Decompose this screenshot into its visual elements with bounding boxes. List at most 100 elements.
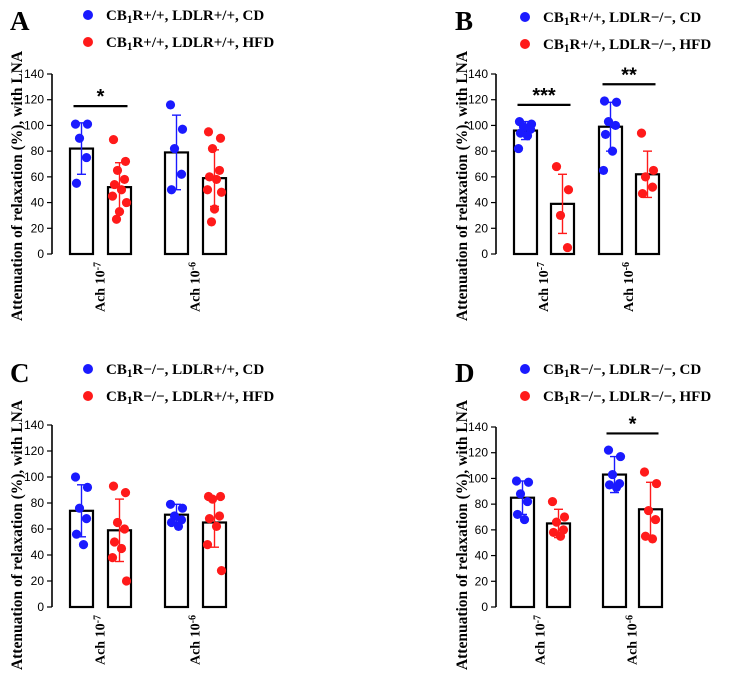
data-point: [109, 179, 120, 190]
y-tick-label: 100: [468, 471, 488, 485]
legend-label-cd: CB1R−/−, LDLR−/−, CD: [543, 362, 701, 380]
y-tick-label: 140: [468, 420, 488, 434]
data-point: [177, 124, 188, 134]
data-point: [211, 174, 222, 185]
panel-letter: C: [10, 358, 30, 388]
x-tick-label: Ach 10-7: [92, 262, 109, 312]
y-tick-label: 40: [475, 196, 489, 210]
legend-marker-hfd: [520, 39, 530, 49]
data-point: [81, 514, 92, 524]
panel-letter: A: [10, 6, 30, 36]
y-tick-label: 20: [475, 574, 489, 588]
data-point: [108, 481, 119, 491]
legend-label-hfd: CB1R+/+, LDLR−/−, HFD: [543, 37, 711, 55]
y-tick-label: 0: [481, 600, 488, 614]
data-point: [214, 511, 225, 521]
data-point: [647, 534, 658, 544]
y-tick-label: 60: [475, 523, 489, 537]
y-tick-label: 60: [475, 170, 489, 184]
y-tick-label: 40: [31, 548, 45, 562]
significance-label: *: [629, 413, 637, 435]
legend-marker-hfd: [83, 37, 93, 47]
data-point: [547, 496, 558, 507]
y-tick-label: 20: [31, 574, 45, 588]
data-point: [202, 540, 213, 550]
data-point: [207, 494, 218, 504]
data-point: [177, 503, 188, 513]
data-point: [120, 488, 131, 498]
y-tick-label: 60: [31, 522, 45, 536]
data-point: [119, 174, 130, 185]
data-point: [615, 451, 626, 462]
y-tick-label: 140: [24, 418, 44, 432]
data-point: [165, 100, 176, 110]
significance-label: *: [97, 86, 105, 108]
legend-label-hfd: CB1R−/−, LDLR+/+, HFD: [106, 389, 274, 407]
data-point: [82, 119, 93, 129]
panel-letter: B: [455, 6, 473, 36]
data-point: [216, 566, 227, 576]
data-point: [611, 97, 622, 107]
legend-marker-cd: [520, 364, 530, 374]
legend-marker-cd: [83, 364, 93, 374]
x-tick-label: Ach 10-6: [621, 262, 638, 312]
data-point: [610, 120, 621, 131]
y-tick-label: 100: [468, 118, 488, 132]
y-tick-label: 40: [475, 549, 489, 563]
data-point: [603, 116, 614, 127]
data-point: [214, 165, 225, 176]
panel-d: D CB1R−/−, LDLR−/−, CD CB1R−/−, LDLR−/−, H…: [454, 358, 711, 670]
data-point: [116, 185, 127, 195]
panel-letter: D: [455, 358, 475, 388]
data-point: [71, 529, 82, 539]
y-axis-label: Attenuation of relaxation (%), with LNA: [9, 399, 26, 670]
data-point: [203, 127, 214, 137]
data-point: [562, 242, 573, 253]
data-point: [519, 514, 530, 525]
data-point: [551, 161, 562, 172]
legend-marker-cd: [83, 10, 93, 20]
data-point: [603, 445, 614, 455]
data-point: [639, 467, 650, 477]
y-tick-label: 100: [24, 118, 44, 132]
y-tick-label: 0: [37, 600, 44, 614]
data-point: [112, 517, 123, 528]
data-point: [640, 531, 651, 541]
y-tick-label: 20: [31, 221, 45, 235]
data-point: [636, 128, 647, 138]
data-point: [643, 505, 654, 516]
legend-label-hfd: CB1R+/+, LDLR+/+, HFD: [106, 35, 274, 53]
y-tick-label: 120: [468, 93, 488, 107]
legend-marker-hfd: [83, 391, 93, 401]
y-tick-label: 100: [24, 470, 44, 484]
y-tick-label: 40: [31, 196, 45, 210]
x-tick-label: Ach 10-6: [187, 615, 204, 665]
y-tick-label: 120: [24, 93, 44, 107]
y-tick-label: 140: [468, 67, 488, 81]
data-point: [599, 96, 610, 106]
data-point: [211, 521, 222, 532]
data-point: [173, 521, 184, 532]
data-point: [648, 165, 659, 176]
y-tick-label: 140: [24, 67, 44, 81]
data-point: [204, 172, 215, 182]
y-tick-label: 20: [475, 221, 489, 235]
x-tick-label: Ach 10-7: [536, 262, 553, 312]
data-point: [563, 185, 574, 195]
data-point: [607, 469, 618, 480]
panel-a: A CB1R+/+, LDLR+/+, CD CB1R+/+, LDLR+/+, H…: [9, 6, 274, 321]
data-point: [511, 476, 522, 486]
data-point: [637, 188, 648, 199]
data-point: [647, 182, 658, 192]
significance-label: ***: [532, 85, 556, 107]
data-point: [548, 527, 559, 538]
y-tick-label: 80: [31, 144, 45, 158]
y-axis-label: Attenuation of relaxation (%), with LNA: [9, 50, 26, 321]
data-point: [207, 143, 218, 154]
data-point: [121, 576, 132, 586]
data-point: [215, 133, 226, 143]
panel-c: C CB1R−/−, LDLR+/+, CD CB1R−/−, LDLR+/+, H…: [9, 358, 274, 670]
data-point: [651, 478, 662, 489]
panel-b: B CB1R+/+, LDLR−/−, CD CB1R+/+, LDLR−/−, H…: [454, 6, 711, 321]
